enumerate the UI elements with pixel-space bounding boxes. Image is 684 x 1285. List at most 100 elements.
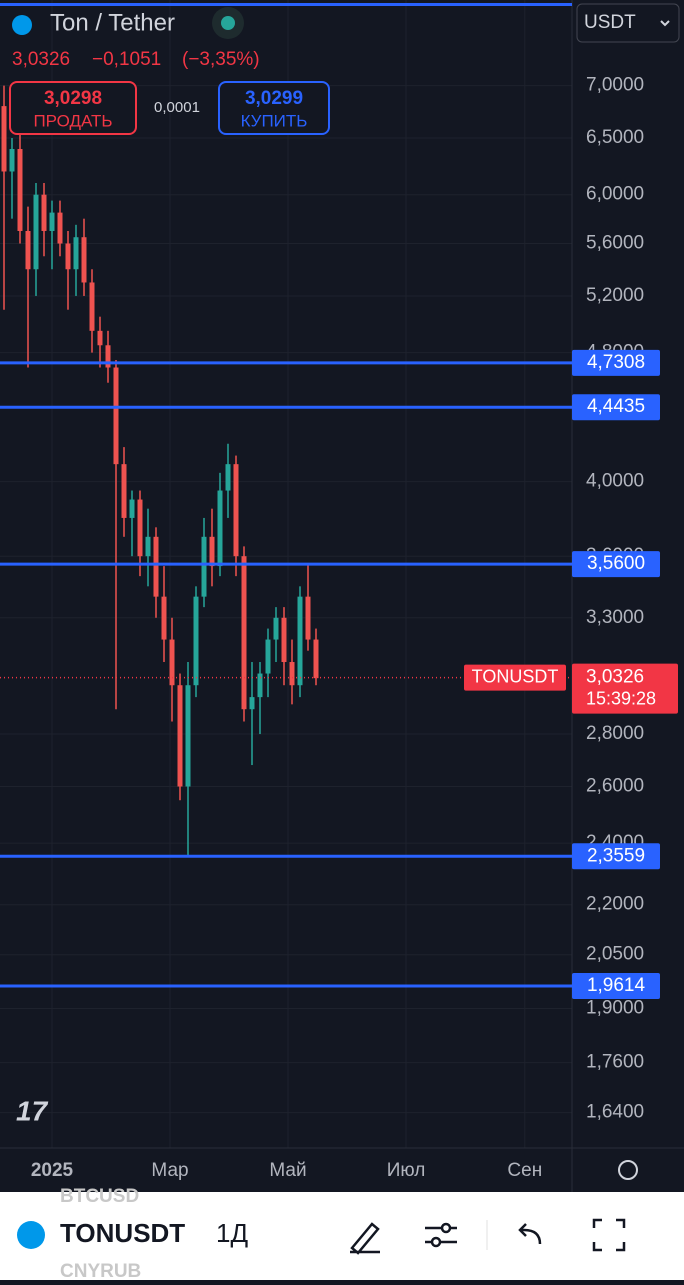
price-label: 3,0326 bbox=[586, 667, 644, 688]
last-price: 3,0326 bbox=[12, 49, 70, 70]
line-label: 2,3559 bbox=[587, 845, 645, 866]
candle-body bbox=[25, 230, 31, 270]
y-tick-label: 2,2000 bbox=[586, 894, 644, 915]
candle-body bbox=[17, 149, 23, 231]
x-tick-label: Май bbox=[269, 1160, 306, 1181]
interval[interactable]: 1Д bbox=[216, 1218, 248, 1248]
symbol-label-bg bbox=[464, 664, 566, 691]
line-label: 4,4435 bbox=[587, 396, 645, 417]
overlays: 4,7308 4,4435 3,5600 2,3559 1,9614 TONUSDT 3,0… bbox=[0, 2, 678, 999]
plot bbox=[1, 85, 319, 856]
candle-body bbox=[129, 499, 135, 518]
symbol-title[interactable]: Ton / Tether bbox=[50, 9, 175, 36]
candle-body bbox=[177, 685, 183, 787]
candle-body bbox=[81, 237, 87, 283]
sell-label: ПРОДАТЬ bbox=[33, 111, 112, 130]
candle-body bbox=[89, 282, 95, 331]
symbol-label: TONUSDT bbox=[472, 666, 559, 686]
y-tick-label: 2,8000 bbox=[586, 723, 644, 744]
candle-body bbox=[289, 662, 295, 686]
market-status bbox=[221, 16, 235, 30]
candle-body bbox=[153, 536, 159, 597]
toolbar bbox=[0, 1192, 684, 1280]
candle-body bbox=[33, 194, 39, 270]
candle-body bbox=[73, 237, 79, 270]
currency: USDT bbox=[584, 12, 636, 33]
candle-body bbox=[137, 499, 143, 557]
candle-body bbox=[249, 697, 255, 710]
candle-body bbox=[193, 596, 199, 686]
x-tick-label: Июл bbox=[387, 1160, 426, 1181]
candle-body bbox=[257, 673, 263, 698]
candle-body bbox=[313, 639, 319, 679]
draw-icon[interactable] bbox=[350, 1222, 380, 1255]
undo-icon[interactable] bbox=[518, 1223, 542, 1245]
price-change: −0,1051 bbox=[92, 49, 161, 70]
candle-body bbox=[281, 617, 287, 663]
line-label-bg bbox=[572, 972, 660, 999]
y-tick-label: 5,2000 bbox=[586, 285, 644, 306]
y-tick-label: 6,0000 bbox=[586, 184, 644, 205]
line-label-bg bbox=[572, 551, 660, 578]
chart-background bbox=[0, 0, 684, 1192]
price-axis: 7,00006,50006,00005,60005,20004,80004,00… bbox=[31, 75, 644, 1181]
line-label: 3,5600 bbox=[587, 553, 645, 574]
candle-body bbox=[121, 464, 127, 518]
candle-body bbox=[169, 639, 175, 686]
candle-body bbox=[57, 212, 63, 244]
candle-body bbox=[41, 194, 47, 231]
candle-body bbox=[297, 596, 303, 686]
settings-icon[interactable] bbox=[618, 1160, 638, 1180]
candle-body bbox=[185, 685, 191, 787]
candle-body bbox=[217, 490, 223, 567]
line-label: 4,7308 bbox=[587, 352, 645, 373]
candle-body bbox=[225, 464, 231, 491]
candle-body bbox=[209, 536, 215, 567]
candle-body bbox=[105, 345, 111, 368]
buy-label: КУПИТЬ bbox=[241, 111, 308, 130]
x-tick-label: Мар bbox=[151, 1160, 188, 1181]
grid bbox=[0, 0, 572, 1148]
candle-body bbox=[161, 596, 167, 640]
candle-body bbox=[265, 639, 271, 674]
price-change-pct: (−3,35%) bbox=[182, 49, 260, 70]
candle-body bbox=[201, 536, 207, 597]
candle-body bbox=[273, 617, 279, 640]
buy-button[interactable] bbox=[218, 81, 330, 135]
y-tick-label: 1,7600 bbox=[586, 1052, 644, 1073]
fullscreen-icon[interactable] bbox=[592, 1218, 626, 1252]
line-label-bg bbox=[572, 843, 660, 870]
y-tick-label: 4,0000 bbox=[586, 471, 644, 492]
currency-select[interactable] bbox=[576, 3, 680, 43]
candle-body bbox=[49, 212, 55, 231]
watchlist-item: CNYRUB bbox=[60, 1261, 141, 1280]
indicators-icon bbox=[430, 1236, 442, 1248]
line-label-bg bbox=[572, 394, 660, 421]
y-tick-label: 1,6400 bbox=[586, 1102, 644, 1123]
x-tick-label: 2025 bbox=[31, 1160, 74, 1181]
y-tick-label: 2,6000 bbox=[586, 776, 644, 797]
spread: 0,0001 bbox=[154, 99, 200, 116]
x-tick-label: Сен bbox=[507, 1160, 542, 1181]
y-tick-label: 3,3000 bbox=[586, 607, 644, 628]
dropdown-icon bbox=[660, 20, 670, 27]
candle-body bbox=[233, 464, 239, 557]
countdown: 15:39:28 bbox=[586, 688, 656, 708]
indicators-icon bbox=[440, 1222, 452, 1234]
y-tick-label: 7,0000 bbox=[586, 75, 644, 96]
symbol-icon bbox=[12, 15, 32, 35]
y-tick-label: 5,6000 bbox=[586, 233, 644, 254]
line-label-bg bbox=[572, 349, 660, 376]
watchlist-item: BTCUSD bbox=[60, 1186, 139, 1207]
candle-body bbox=[9, 149, 15, 172]
candle-body bbox=[113, 367, 119, 465]
line-label: 1,9614 bbox=[587, 975, 646, 996]
symbol-icon bbox=[17, 1221, 45, 1249]
y-tick-label: 2,0500 bbox=[586, 944, 644, 965]
toolbar-symbol[interactable]: TONUSDT bbox=[60, 1218, 185, 1248]
sell-button[interactable] bbox=[9, 81, 137, 135]
candle-body bbox=[145, 536, 151, 557]
y-tick-label: 6,5000 bbox=[586, 127, 644, 148]
